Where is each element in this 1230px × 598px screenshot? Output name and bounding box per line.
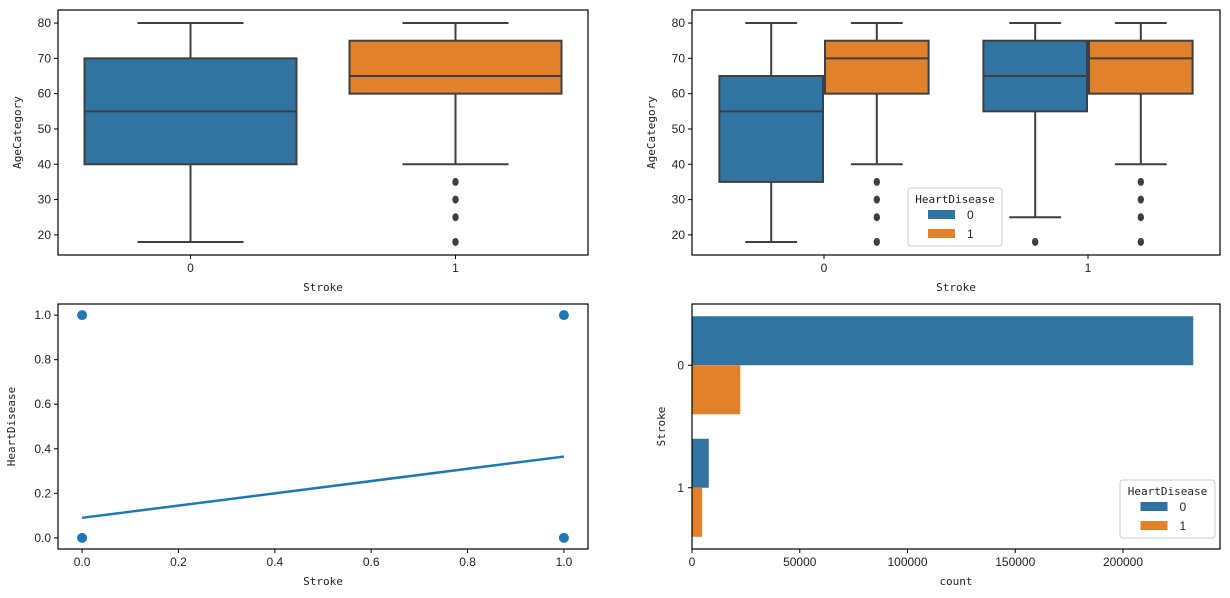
box-1 [348, 22, 563, 246]
axes-frame [691, 9, 1221, 256]
y-tick-label: 70 [672, 51, 686, 65]
flier-point [1137, 213, 1145, 222]
y-axis-label: HeartDisease [5, 387, 18, 466]
y-tick-label: 50 [672, 122, 686, 136]
x-tick-label: 1 [1085, 261, 1092, 275]
legend-title: HeartDisease [1128, 485, 1207, 498]
box-iqr [348, 39, 563, 95]
x-axis-label: count [939, 575, 972, 588]
bar-stroke-0-hd-1 [692, 365, 741, 415]
y-tick-label: 0.4 [34, 442, 51, 456]
y-tick-label: 40 [38, 157, 52, 171]
y-tick-label: 0.2 [34, 486, 51, 500]
legend-label-0: 0 [967, 208, 974, 222]
flier-point [452, 237, 459, 246]
y-tick-label: 0.6 [34, 397, 51, 411]
chart-countplot: 0 1 0 50000 100000 150000 200000 count Stroke Hea… [655, 303, 1221, 588]
y-tick-label: 30 [38, 193, 52, 207]
box-0-hue-0 [718, 22, 825, 243]
x-axis-label: Stroke [936, 281, 976, 294]
legend: HeartDisease 0 1 [1119, 479, 1216, 539]
bar-stroke-0-hd-0 [692, 316, 1194, 366]
x-tick-label: 100000 [887, 555, 927, 569]
legend-label-1: 1 [1180, 519, 1187, 533]
x-axis-label: Stroke [303, 575, 343, 588]
axes-frame [691, 303, 1221, 550]
y-tick-label: 20 [672, 228, 686, 242]
y-tick-label: 30 [672, 193, 686, 207]
regression-line [81, 455, 565, 520]
x-tick-label: 0 [187, 261, 194, 275]
x-tick-label: 150000 [995, 555, 1035, 569]
scatter-point [77, 532, 88, 543]
x-tick-label: 0.6 [363, 555, 380, 569]
flier-point [873, 177, 880, 186]
legend-label-1: 1 [967, 227, 974, 241]
y-axis-label: AgeCategory [11, 96, 24, 169]
scatter-point [558, 310, 569, 321]
y-tick-label: 20 [38, 228, 52, 242]
x-tick-label: 0 [689, 555, 696, 569]
y-tick-label: 0.0 [34, 531, 51, 545]
y-tick-label: 1 [677, 481, 684, 495]
x-tick-label: 0 [821, 261, 828, 275]
x-tick-label: 0.4 [266, 555, 283, 569]
y-tick-label: 40 [672, 157, 686, 171]
flier-point [1032, 237, 1039, 246]
x-tick-label: 1.0 [556, 555, 573, 569]
box-1-hue-0 [982, 22, 1089, 246]
x-axis-label: Stroke [303, 281, 343, 294]
x-tick-label: 200000 [1103, 555, 1143, 569]
bar-stroke-1-hd-0 [692, 438, 709, 488]
y-tick-label: 50 [38, 122, 52, 136]
box-iqr [718, 75, 825, 183]
y-axis-label: AgeCategory [645, 96, 658, 169]
bar-stroke-1-hd-1 [692, 487, 703, 537]
y-tick-label: 70 [38, 51, 52, 65]
box-iqr [824, 39, 930, 95]
legend-swatch-1 [1140, 521, 1168, 530]
legend-label-0: 0 [1180, 500, 1187, 514]
y-tick-label: 1.0 [34, 308, 51, 322]
x-tick-label: 0.0 [74, 555, 91, 569]
flier-point [873, 195, 880, 204]
legend: HeartDisease 0 1 [907, 187, 1003, 247]
axes-frame [57, 303, 589, 550]
y-tick-label: 80 [38, 16, 52, 30]
flier-point [873, 237, 880, 246]
box-iqr [1088, 39, 1194, 95]
flier-point [1137, 237, 1145, 246]
flier-point [873, 213, 880, 222]
legend-title: HeartDisease [915, 193, 994, 206]
flier-point [1137, 177, 1145, 186]
flier-point [1137, 195, 1145, 204]
legend-swatch-0 [1140, 502, 1168, 511]
box-0 [83, 22, 298, 243]
box-0-hue-1 [824, 22, 930, 246]
x-tick-label: 1 [452, 261, 459, 275]
flier-point [452, 177, 459, 186]
chart-regplot: 0.0 0.2 0.4 0.6 0.8 1.0 0.0 0.2 0.4 0.6 0.8 1.0 Stro… [5, 303, 589, 588]
y-tick-label: 80 [672, 16, 686, 30]
axes-frame [57, 9, 589, 256]
legend-swatch-0 [928, 210, 955, 219]
flier-point [452, 195, 459, 204]
scatter-point [77, 310, 88, 321]
x-tick-label: 0.8 [459, 555, 476, 569]
y-tick-label: 0.8 [34, 353, 51, 367]
scatter-point [558, 532, 569, 543]
y-tick-label: 60 [672, 87, 686, 101]
x-tick-label: 0.2 [170, 555, 187, 569]
x-tick-label: 50000 [783, 555, 817, 569]
box-1-hue-1 [1088, 22, 1194, 246]
y-tick-label: 60 [38, 87, 52, 101]
y-tick-label: 0 [677, 358, 684, 372]
y-axis-label: Stroke [655, 407, 668, 447]
flier-point [452, 213, 459, 222]
chart-box-simple: 20 30 40 50 60 70 80 0 1 Stroke AgeCategory [11, 9, 589, 294]
legend-swatch-1 [928, 229, 955, 238]
chart-box-hue: 20 30 40 50 60 70 80 0 1 Stroke AgeCategory HeartDi… [645, 9, 1221, 294]
